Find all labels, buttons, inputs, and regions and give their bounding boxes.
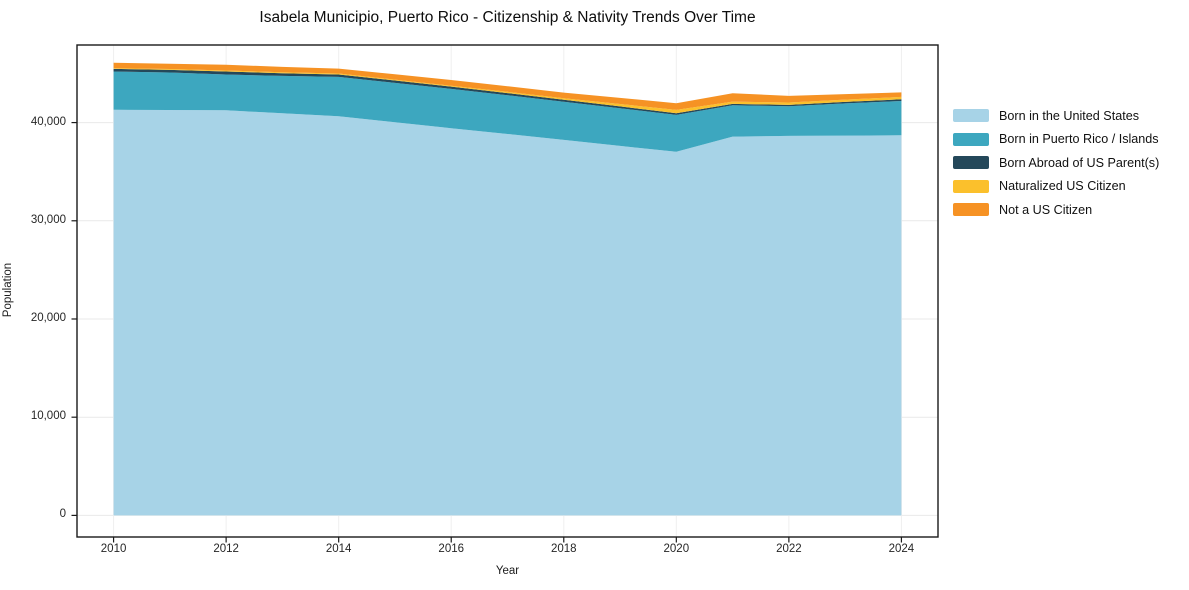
legend-item-born-abroad-of-us-parent-s: Born Abroad of US Parent(s) [953,151,1159,175]
x-tick-label: 2018 [550,543,577,555]
y-tick-label: 30,000 [30,213,66,226]
plot-border [76,44,939,538]
x-tick-label: 2024 [888,543,915,555]
legend-label: Born in the United States [999,108,1140,123]
y-tick-label: 40,000 [30,115,66,128]
legend-item-born-in-puerto-rico-islands: Born in Puerto Rico / Islands [953,128,1159,152]
x-axis-label: Year [495,565,520,577]
x-tick-label: 2012 [213,543,239,555]
x-tick-label: 2016 [438,543,465,555]
area-born-in-puerto-rico-islands [113,71,902,152]
legend-swatch-icon [953,156,989,170]
legend-item-born-in-the-united-states: Born in the United States [953,104,1159,128]
legend: Born in the United States Born in Puerto … [953,104,1159,222]
x-tick-label: 2020 [663,543,690,555]
legend-swatch-icon [953,179,989,193]
x-tick-label: 2010 [100,543,127,555]
area-not-a-us-citizen [113,62,902,110]
legend-label: Naturalized US Citizen [999,179,1126,194]
legend-swatch-icon [953,132,989,146]
y-tick-label: 10,000 [30,410,66,423]
legend-swatch-icon [953,109,989,123]
y-tick-label: 20,000 [30,311,66,324]
legend-label: Born Abroad of US Parent(s) [999,155,1160,170]
legend-item-naturalized-us-citizen: Naturalized US Citizen [953,175,1159,199]
legend-item-not-a-us-citizen: Not a US Citizen [953,198,1159,222]
legend-label: Not a US Citizen [999,202,1093,217]
x-tick-label: 2014 [325,543,352,555]
chart-title: Isabela Municipio, Puerto Rico - Citizen… [259,9,756,26]
legend-swatch-icon [953,203,989,217]
area-born-in-the-united-states [113,109,902,516]
y-tick-label: 0 [59,508,66,521]
x-tick-label: 2022 [776,543,802,555]
legend-label: Born in Puerto Rico / Islands [999,132,1159,147]
